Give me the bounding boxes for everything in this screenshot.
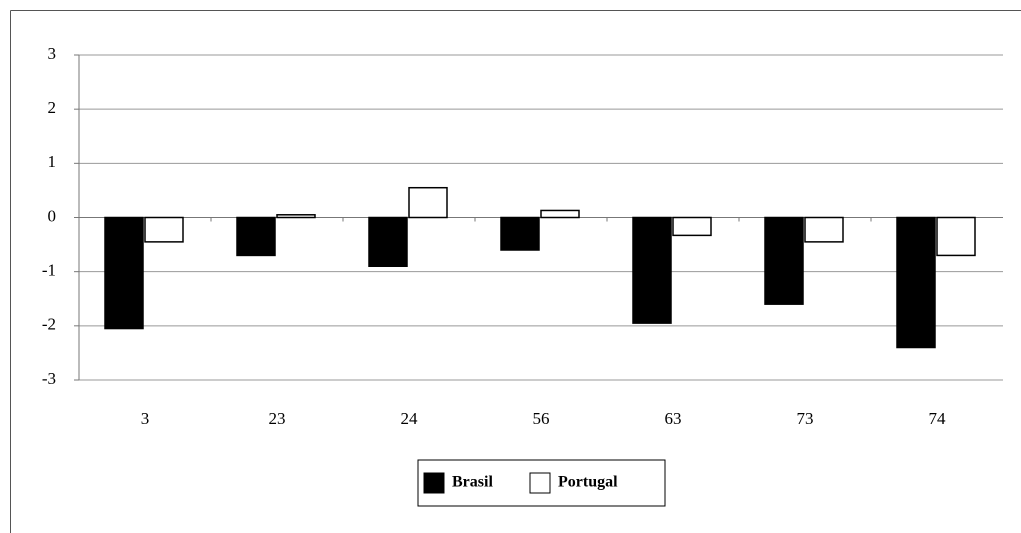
bar xyxy=(500,216,540,251)
legend-swatch xyxy=(529,472,551,494)
y-tick-label: -3 xyxy=(42,369,56,388)
x-tick-label: 73 xyxy=(797,409,814,428)
y-tick-label: 0 xyxy=(48,206,57,225)
x-tick-label: 23 xyxy=(269,409,286,428)
x-tick-label: 24 xyxy=(401,409,419,428)
y-tick-label: -1 xyxy=(42,261,56,280)
bar xyxy=(632,216,672,324)
x-tick-label: 56 xyxy=(533,409,550,428)
y-tick-label: 3 xyxy=(48,44,57,63)
y-tick-label: 1 xyxy=(48,152,57,171)
y-tick-label: -2 xyxy=(42,315,56,334)
bar xyxy=(540,209,580,219)
y-tick-label: 2 xyxy=(48,98,57,117)
bar xyxy=(236,216,276,257)
bar xyxy=(408,186,448,219)
bar xyxy=(144,216,184,243)
x-tick-label: 74 xyxy=(929,409,947,428)
bar xyxy=(368,216,408,267)
legend-box xyxy=(417,459,666,507)
bar xyxy=(672,216,712,237)
legend-label: Portugal xyxy=(558,474,618,491)
bar xyxy=(804,216,844,243)
bar xyxy=(276,214,316,219)
bar xyxy=(936,216,976,257)
legend-label: Brasil xyxy=(452,474,493,491)
bar xyxy=(104,216,144,330)
bar xyxy=(896,216,936,349)
legend-swatch xyxy=(423,472,445,494)
x-tick-label: 3 xyxy=(141,409,150,428)
legend: Brasil Portugal xyxy=(417,459,666,507)
bar xyxy=(764,216,804,305)
x-tick-label: 63 xyxy=(665,409,682,428)
